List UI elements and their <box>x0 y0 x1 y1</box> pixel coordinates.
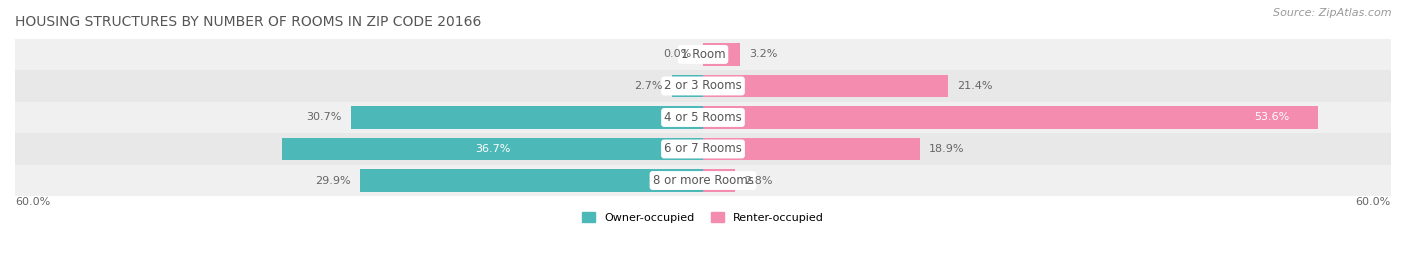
Bar <box>15 133 1391 165</box>
Text: 36.7%: 36.7% <box>475 144 510 154</box>
Text: 2.8%: 2.8% <box>744 175 773 186</box>
Text: HOUSING STRUCTURES BY NUMBER OF ROOMS IN ZIP CODE 20166: HOUSING STRUCTURES BY NUMBER OF ROOMS IN… <box>15 15 481 29</box>
Text: 4 or 5 Rooms: 4 or 5 Rooms <box>664 111 742 124</box>
Bar <box>15 102 1391 133</box>
Bar <box>352 106 703 129</box>
Text: 1 Room: 1 Room <box>681 48 725 61</box>
Bar <box>703 43 740 66</box>
Text: Source: ZipAtlas.com: Source: ZipAtlas.com <box>1274 8 1392 18</box>
Bar <box>15 39 1391 70</box>
Text: 18.9%: 18.9% <box>929 144 965 154</box>
Bar <box>672 75 703 97</box>
Text: 2 or 3 Rooms: 2 or 3 Rooms <box>664 79 742 93</box>
Text: 3.2%: 3.2% <box>749 49 778 59</box>
Legend: Owner-occupied, Renter-occupied: Owner-occupied, Renter-occupied <box>578 208 828 228</box>
Bar <box>703 106 1317 129</box>
Bar <box>283 138 703 160</box>
Bar <box>703 169 735 192</box>
Text: 53.6%: 53.6% <box>1254 112 1289 122</box>
Text: 2.7%: 2.7% <box>634 81 662 91</box>
Text: 8 or more Rooms: 8 or more Rooms <box>652 174 754 187</box>
Text: 60.0%: 60.0% <box>15 197 51 207</box>
Bar <box>15 165 1391 196</box>
Bar <box>360 169 703 192</box>
Bar <box>703 138 920 160</box>
Bar <box>703 75 949 97</box>
Text: 30.7%: 30.7% <box>307 112 342 122</box>
Text: 21.4%: 21.4% <box>957 81 993 91</box>
Bar <box>15 70 1391 102</box>
Text: 0.0%: 0.0% <box>664 49 692 59</box>
Text: 29.9%: 29.9% <box>315 175 352 186</box>
Text: 6 or 7 Rooms: 6 or 7 Rooms <box>664 143 742 155</box>
Text: 60.0%: 60.0% <box>1355 197 1391 207</box>
